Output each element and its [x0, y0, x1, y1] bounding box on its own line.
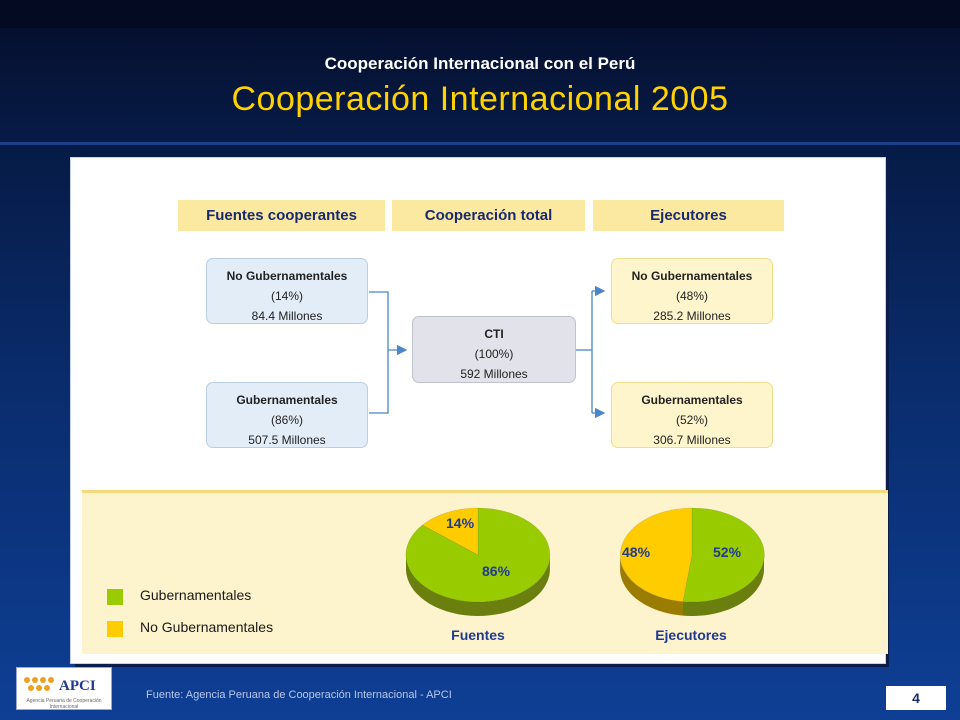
node-cti: CTI (100%) 592 Millones	[412, 316, 576, 383]
node-amount: 285.2 Millones	[653, 309, 731, 323]
header-ejecutores: Ejecutores	[593, 200, 784, 231]
pie-ejecutores-slice-gub	[682, 507, 765, 603]
node-executor-gubernamentales: Gubernamentales (52%) 306.7 Millones	[611, 382, 773, 448]
slide-title: Cooperación Internacional 2005	[231, 80, 729, 118]
node-amount: 84.4 Millones	[251, 309, 323, 323]
pie-ejecutores-slice-no-gub	[620, 507, 693, 602]
node-title: Gubernamentales	[641, 393, 743, 407]
node-amount: 592 Millones	[460, 367, 528, 381]
legend-label-no-gubernamentales: No Gubernamentales	[140, 619, 274, 635]
page-number-bar	[886, 681, 946, 686]
pie-label-ejecutores-no-gub: 48%	[622, 544, 651, 560]
page-number: 4	[886, 686, 946, 710]
logo-mark-icon	[24, 677, 54, 691]
apci-logo: APCI Agencia Peruana de Cooperación Inte…	[16, 667, 112, 710]
node-title: Gubernamentales	[236, 393, 338, 407]
pie-label-fuentes-gub: 86%	[482, 563, 511, 579]
node-percent: (52%)	[675, 413, 708, 427]
pie-fuentes-side-gub	[406, 556, 550, 616]
node-amount: 306.7 Millones	[653, 433, 731, 447]
header-divider	[0, 142, 960, 145]
node-percent: (14%)	[270, 289, 303, 303]
node-percent: (100%)	[474, 347, 514, 361]
pie-label-ejecutores-gub: 52%	[713, 544, 742, 560]
pie-caption-ejecutores: Ejecutores	[655, 627, 727, 643]
pie-ejecutores-side-gub	[683, 555, 764, 616]
source-note: Fuente: Agencia Peruana de Cooperación I…	[146, 689, 452, 701]
pie-caption-fuentes: Fuentes	[451, 627, 505, 643]
connector-sources	[369, 291, 389, 414]
pie-fuentes-slice-no-gub	[421, 507, 479, 556]
node-percent: (48%)	[675, 289, 708, 303]
node-title: CTI	[484, 327, 504, 341]
node-title: No Gubernamentales	[226, 269, 348, 283]
node-title: No Gubernamentales	[631, 269, 753, 283]
node-source-no-gubernamentales: No Gubernamentales (14%) 84.4 Millones	[206, 258, 368, 324]
header-cooperacion-total: Cooperación total	[392, 200, 585, 231]
logo-text: APCI	[59, 678, 96, 694]
node-source-gubernamentales: Gubernamentales (86%) 507.5 Millones	[206, 382, 368, 448]
pie-label-fuentes-no-gub: 14%	[446, 515, 475, 531]
node-amount: 507.5 Millones	[248, 433, 326, 447]
pie-fuentes-slice-gub	[405, 507, 551, 603]
top-band	[0, 0, 960, 28]
legend-swatch-no-gubernamentales	[107, 621, 123, 637]
legend-label-gubernamentales: Gubernamentales	[140, 587, 252, 603]
pie-ejecutores-side-no-gub	[620, 556, 683, 616]
logo-subtext: Agencia Peruana de Cooperación Internaci…	[26, 698, 102, 710]
node-percent: (86%)	[270, 413, 303, 427]
slide-subtitle: Cooperación Internacional con el Perú	[324, 54, 636, 73]
legend-swatch-gubernamentales	[107, 589, 123, 605]
node-executor-no-gubernamentales: No Gubernamentales (48%) 285.2 Millones	[611, 258, 773, 324]
header-fuentes-cooperantes: Fuentes cooperantes	[178, 200, 385, 231]
